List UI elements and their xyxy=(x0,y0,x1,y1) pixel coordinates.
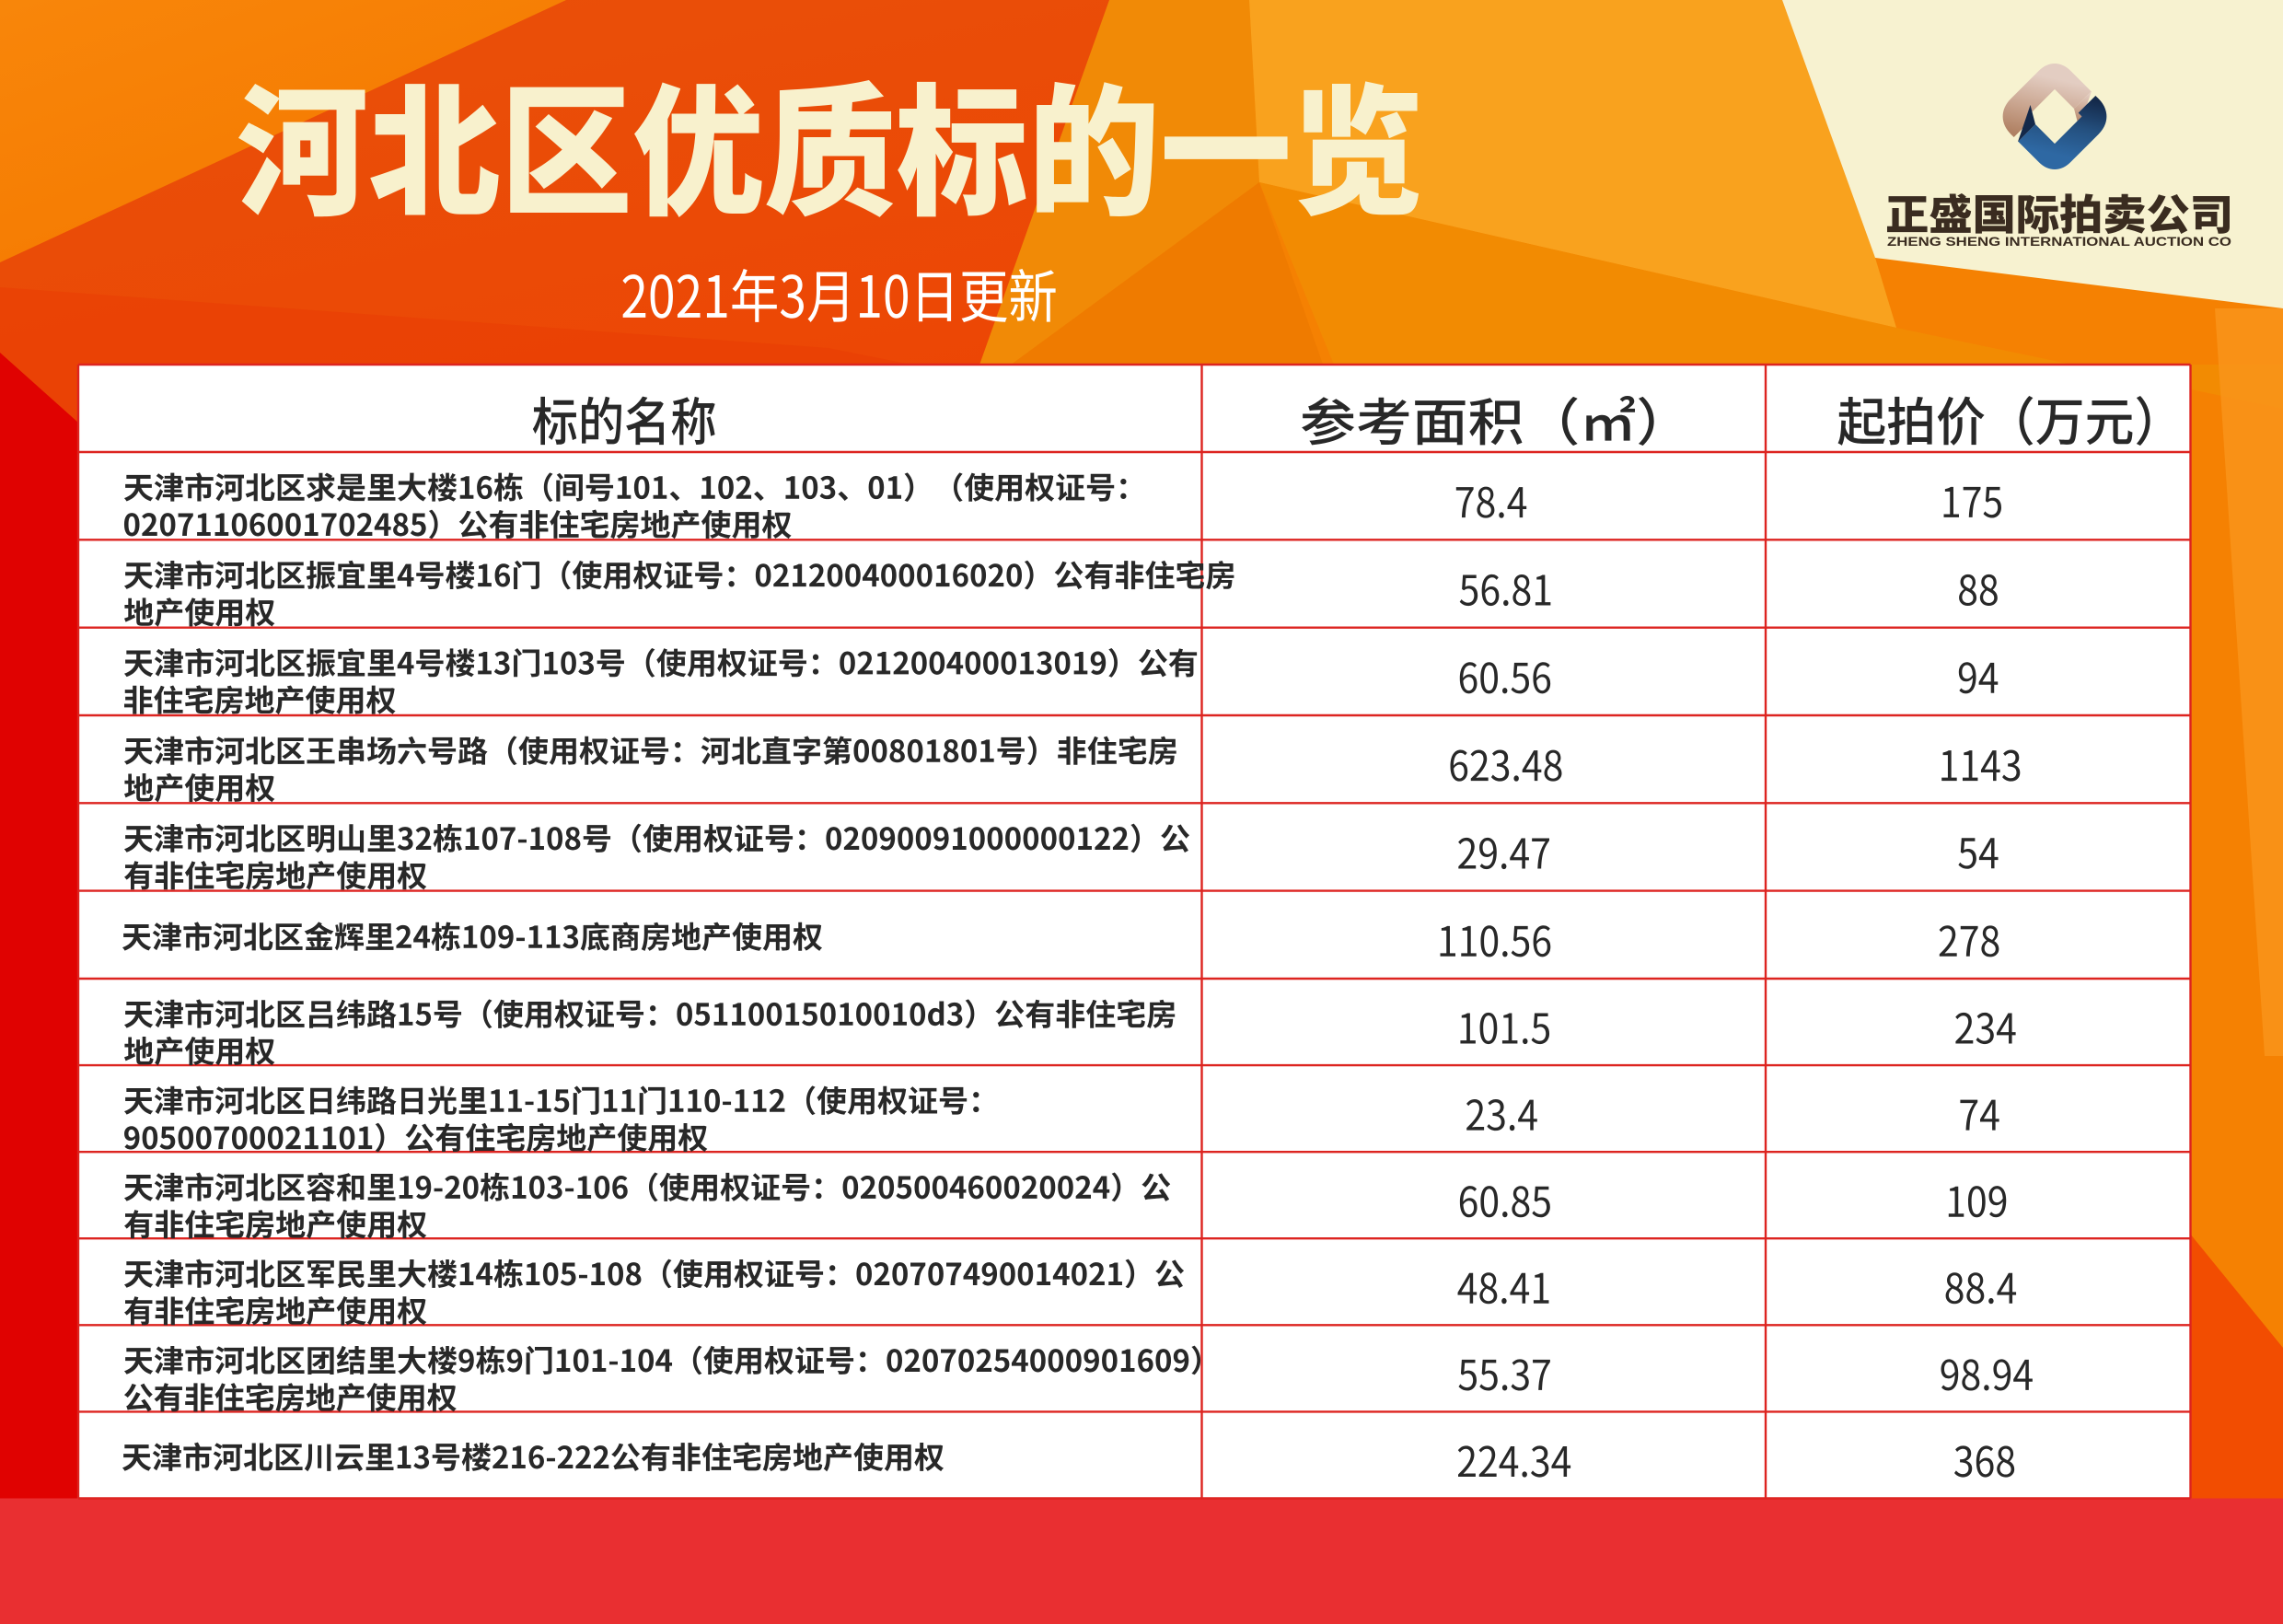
svg-text:ZHENG SHENG INTERNATIONAL AUCT: ZHENG SHENG INTERNATIONAL AUCTION CO xyxy=(1887,234,2231,249)
